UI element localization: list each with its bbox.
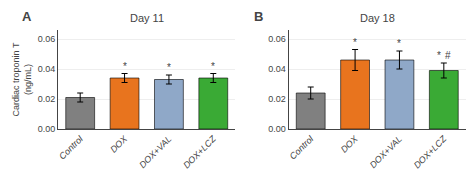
svg-text:B: B [254, 9, 263, 24]
svg-text:0.06: 0.06 [38, 34, 56, 44]
svg-text:0.04: 0.04 [38, 64, 56, 74]
svg-text:Control: Control [57, 133, 85, 161]
svg-text:DOX+LCZ: DOX+LCZ [181, 133, 218, 170]
svg-text:DOX: DOX [108, 133, 130, 155]
svg-text:Day 18: Day 18 [360, 12, 395, 24]
svg-text:*: * [397, 38, 401, 49]
svg-text:0.00: 0.00 [38, 124, 56, 134]
svg-text:Day 11: Day 11 [130, 12, 164, 24]
svg-text:Control: Control [288, 133, 316, 161]
svg-text:A: A [22, 9, 32, 24]
svg-text:*: * [437, 50, 441, 61]
svg-text:0.00: 0.00 [268, 124, 286, 134]
svg-text:0.06: 0.06 [268, 34, 286, 44]
svg-text:Cardiac troponin T(ng/mL): Cardiac troponin T(ng/mL) [11, 42, 33, 116]
svg-text:DOX+VAL: DOX+VAL [137, 134, 173, 170]
svg-text:DOX: DOX [339, 133, 361, 155]
svg-text:*: * [123, 61, 127, 72]
svg-text:DOX+VAL: DOX+VAL [368, 134, 404, 170]
svg-text:DOX+LCZ: DOX+LCZ [412, 133, 449, 170]
svg-text:#: # [445, 50, 451, 61]
svg-text:*: * [167, 62, 171, 73]
svg-text:0.02: 0.02 [268, 94, 286, 104]
svg-text:*: * [353, 37, 357, 48]
svg-text:0.02: 0.02 [38, 94, 56, 104]
svg-text:*: * [211, 61, 215, 72]
svg-text:0.04: 0.04 [268, 64, 286, 74]
